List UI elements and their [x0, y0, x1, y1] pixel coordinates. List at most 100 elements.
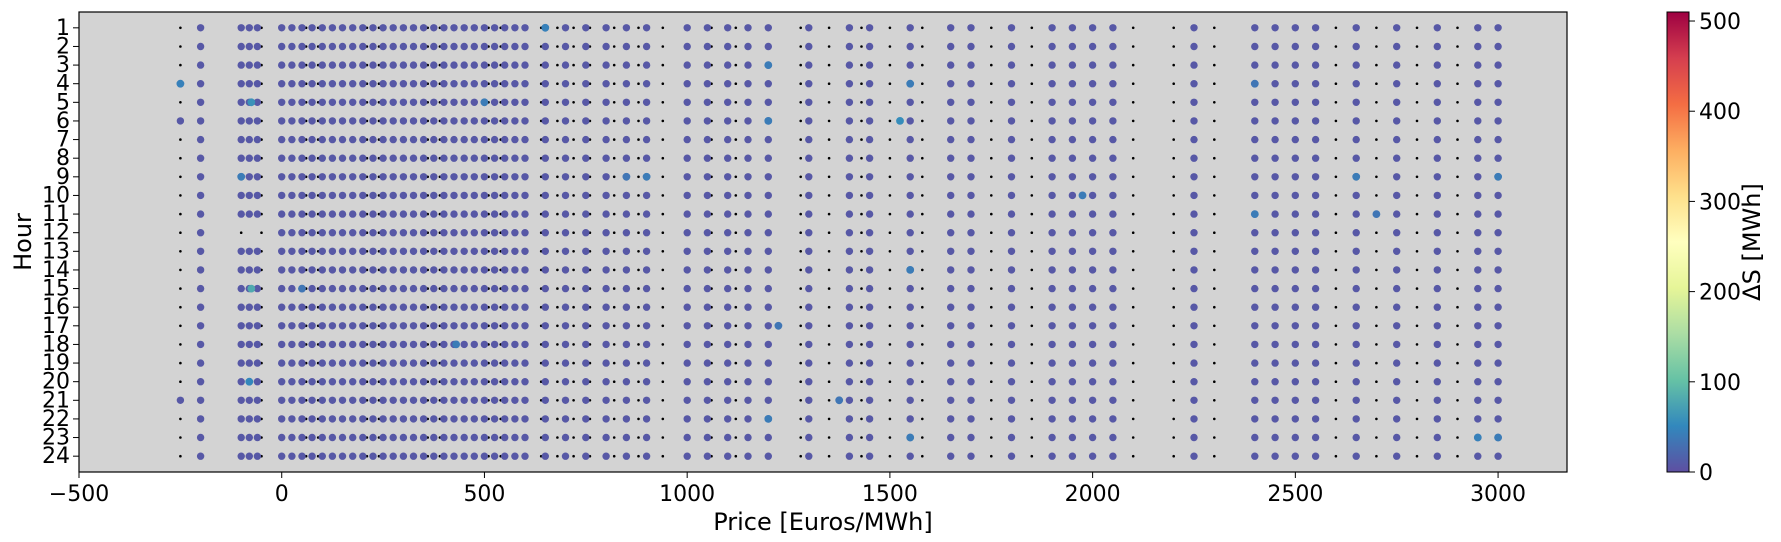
data-point-hour-15 [1190, 284, 1198, 293]
data-dot-hour-13 [1131, 250, 1135, 253]
data-dot-hour-2 [888, 45, 892, 48]
data-point-hour-19 [450, 359, 458, 367]
data-point-hour-13 [683, 247, 691, 255]
colorbar-tick-label: 300 [1699, 190, 1741, 215]
data-point-hour-23 [602, 433, 610, 442]
data-point-hour-24 [1393, 452, 1401, 460]
data-point-hour-7 [460, 135, 468, 144]
data-point-hour-14 [359, 266, 367, 274]
data-point-hour-8 [805, 154, 813, 162]
data-dot-hour-6 [1456, 119, 1459, 123]
data-dot-hour-18 [637, 343, 640, 346]
data-point-hour-7 [622, 135, 631, 144]
data-dot-hour-21 [1172, 399, 1175, 402]
data-point-hour-23 [399, 433, 408, 442]
data-dot-hour-5 [1131, 101, 1135, 104]
data-point-hour-2 [967, 42, 975, 51]
data-point-hour-5 [349, 98, 357, 107]
data-dot-hour-13 [661, 250, 665, 253]
data-point-hour-14 [1311, 266, 1320, 274]
data-point-hour-6 [521, 117, 529, 125]
data-point-hour-22 [1311, 415, 1320, 423]
data-point-hour-17 [318, 322, 326, 330]
data-dot-hour-12 [612, 231, 616, 234]
data-point-hour-19 [582, 359, 590, 367]
data-point-hour-9 [460, 173, 468, 181]
data-dot-hour-7 [612, 138, 616, 141]
y-tick-label: 20 [42, 370, 70, 395]
data-dot-hour-11 [572, 212, 575, 216]
data-point-hour-3 [308, 61, 316, 69]
data-point-hour-8 [1311, 154, 1320, 162]
data-point-hour-9 [602, 173, 610, 181]
data-point-hour-9 [379, 173, 387, 181]
data-point-hour-10 [845, 191, 854, 200]
data-dot-hour-10 [1030, 194, 1034, 197]
data-point-hour-17 [1433, 322, 1442, 330]
data-dot-hour-4 [1172, 82, 1175, 85]
data-dot-hour-19 [1131, 361, 1135, 365]
data-point-hour-9 [245, 173, 253, 181]
data-point-hour-9 [253, 173, 262, 181]
data-point-hour-18 [1088, 340, 1097, 349]
data-dot-hour-23 [734, 436, 738, 439]
data-point-hour-7 [1007, 135, 1016, 144]
y-tick-label: 1 [56, 16, 70, 41]
data-point-hour-19 [1291, 359, 1300, 367]
data-point-hour-19 [521, 359, 529, 367]
data-point-hour-19 [1190, 359, 1198, 367]
data-dot-hour-13 [734, 250, 738, 253]
data-dot-hour-7 [990, 138, 993, 141]
data-point-hour-2 [1251, 42, 1259, 51]
data-point-hour-5 [237, 98, 245, 107]
data-point-hour-23 [703, 433, 712, 442]
data-point-hour-23 [764, 433, 772, 442]
data-point-hour-21 [511, 396, 519, 404]
data-point-hour-1 [1291, 24, 1300, 32]
data-point-hour-16 [338, 303, 347, 311]
data-dot-hour-11 [799, 212, 802, 216]
data-point-hour-13 [1088, 247, 1097, 255]
data-point-hour-6 [176, 117, 185, 125]
data-point-hour-7 [419, 135, 428, 144]
data-dot-hour-10 [1334, 194, 1338, 197]
data-point-hour-22 [440, 415, 448, 423]
data-point-hour-11 [1068, 210, 1077, 218]
data-dot-hour-5 [990, 101, 993, 104]
data-point-hour-20 [683, 378, 691, 386]
data-dot-hour-14 [179, 268, 182, 272]
data-point-hour-12 [460, 229, 468, 237]
data-point-hour-12 [440, 229, 448, 237]
data-point-hour-17 [480, 322, 489, 330]
data-dot-hour-8 [990, 156, 993, 160]
data-point-hour-13 [1068, 247, 1077, 255]
data-point-hour-6 [511, 117, 519, 125]
data-dot-hour-7 [572, 138, 575, 141]
data-point-hour-4 [253, 80, 262, 88]
data-point-hour-14 [399, 266, 408, 274]
data-dot-hour-18 [990, 343, 993, 346]
data-point-hour-19 [490, 359, 499, 367]
data-point-hour-4 [1474, 80, 1482, 88]
data-dot-hour-9 [1172, 175, 1175, 179]
data-point-hour-15 [1088, 284, 1097, 293]
data-dot-hour-9 [1375, 175, 1378, 179]
data-point-hour-12 [359, 229, 367, 237]
data-point-hour-14 [278, 266, 286, 274]
data-point-hour-20 [1291, 378, 1300, 386]
data-point-hour-18 [253, 340, 262, 349]
data-point-hour-5 [359, 98, 367, 107]
data-point-hour-1 [399, 24, 408, 32]
data-point-hour-20 [328, 378, 337, 386]
data-dot-hour-10 [1456, 194, 1459, 197]
data-point-hour-17 [1352, 322, 1360, 330]
data-point-hour-11 [245, 210, 253, 218]
data-point-hour-10 [582, 191, 590, 200]
data-point-hour-17 [245, 322, 253, 330]
data-point-hour-2 [1007, 42, 1016, 51]
data-point-hour-8 [399, 154, 408, 162]
data-point-hour-3 [845, 61, 854, 69]
data-point-hour-6 [1007, 117, 1016, 125]
data-point-hour-7 [1352, 135, 1360, 144]
data-dot-hour-22 [1415, 417, 1419, 421]
